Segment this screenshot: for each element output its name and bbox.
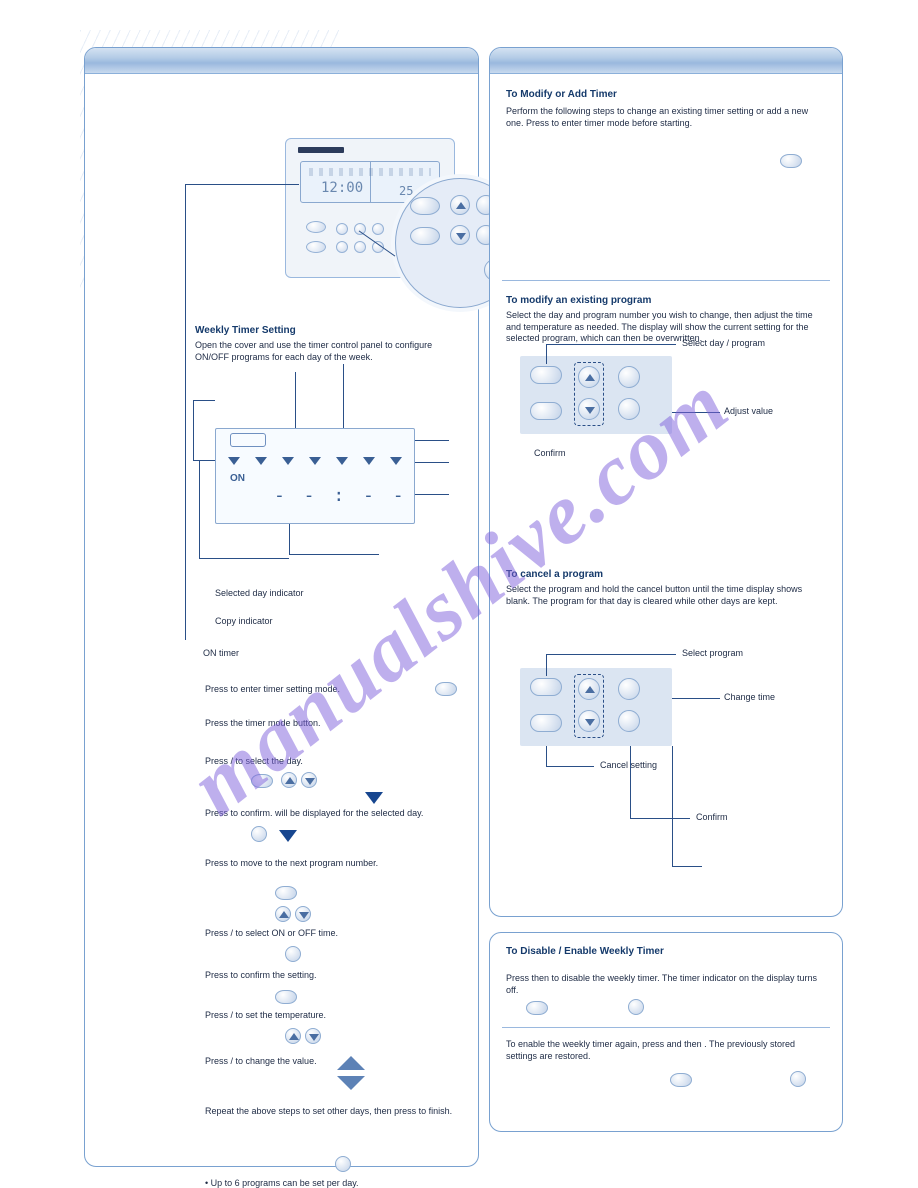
step9: Press / to change the value. [205, 1056, 325, 1068]
button-icon [275, 990, 297, 1004]
step6: Press / to select ON or OFF time. [205, 928, 465, 940]
temp-up-icon [337, 1056, 365, 1070]
right-title: To Modify or Add Timer [506, 88, 617, 101]
sec1-title: To modify an existing program [506, 294, 826, 307]
marker-icon [365, 792, 383, 804]
divider [502, 1027, 830, 1028]
temp-down-icon [337, 1076, 365, 1090]
bottom-b2: To enable the weekly timer again, press … [506, 1039, 826, 1062]
marker-icon [279, 830, 297, 842]
p1c3: Confirm [534, 448, 814, 460]
step10: Repeat the above steps to set other days… [205, 1106, 465, 1118]
step4: Press to confirm. will be displayed for … [205, 808, 465, 820]
down-icon [295, 906, 311, 922]
button-icon [780, 154, 802, 168]
set-icon [628, 999, 644, 1015]
lcd-time: 12:00 [321, 180, 363, 196]
p2c1: Select program [682, 648, 822, 660]
bottom-title: To Disable / Enable Weekly Timer [506, 945, 826, 958]
left-lead: Open the cover and use the timer control… [195, 340, 455, 363]
panel-weekly-timer: 12:00 25 Weekly Timer Setting Open the c… [84, 47, 479, 1167]
p2c2: Change time [724, 692, 834, 704]
left-title: Weekly Timer Setting [195, 324, 296, 337]
down-icon [305, 1028, 321, 1044]
set-icon [251, 826, 267, 842]
p1c2: Adjust value [724, 406, 834, 418]
panel-header [85, 48, 478, 74]
button-icon [526, 1001, 548, 1015]
step2: Press the timer mode button. [205, 718, 465, 730]
p2c3: Cancel setting [600, 760, 720, 772]
step7: Press to confirm the setting. [205, 970, 465, 982]
button-panel-2 [520, 668, 672, 746]
divider [502, 280, 830, 281]
caption-marker: Selected day indicator [215, 588, 435, 600]
down-icon [301, 772, 317, 788]
caption-on: ON timer [203, 648, 453, 660]
p1c1: Select day / program [682, 338, 822, 350]
panel-header [490, 48, 842, 74]
brand-bar [298, 147, 344, 153]
button-icon [275, 886, 297, 900]
up-icon [285, 1028, 301, 1044]
sec2-title: To cancel a program [506, 568, 826, 581]
panel-modify-timer: To Modify or Add Timer Perform the follo… [489, 47, 843, 917]
step8: Press / to set the temperature. [205, 1010, 465, 1022]
step1: Press to enter timer setting mode. [205, 684, 465, 696]
lcd-dashes: - - : - - [274, 485, 408, 506]
note1: • Up to 6 programs can be set per day. [205, 1178, 465, 1188]
set-icon [790, 1071, 806, 1087]
step5: Press to move to the next program number… [205, 858, 465, 870]
panel-disable-timer: To Disable / Enable Weekly Timer Press t… [489, 932, 843, 1132]
p2c4: Confirm [696, 812, 816, 824]
caption-copy: Copy indicator [215, 616, 435, 628]
button-icon [670, 1073, 692, 1087]
bottom-b1: Press then to disable the weekly timer. … [506, 973, 826, 996]
lcd-temp: 25 [399, 184, 413, 198]
button-panel-1 [520, 356, 672, 434]
step3: Press / to select the day. [205, 756, 465, 768]
timer-lcd-diagram: ON - - : - - [215, 428, 415, 524]
right-intro: Perform the following steps to change an… [506, 106, 826, 129]
up-icon [275, 906, 291, 922]
button-icon [251, 774, 273, 788]
sec2-body: Select the program and hold the cancel b… [506, 584, 826, 607]
set-icon [335, 1156, 351, 1172]
up-icon [281, 772, 297, 788]
set-icon [285, 946, 301, 962]
